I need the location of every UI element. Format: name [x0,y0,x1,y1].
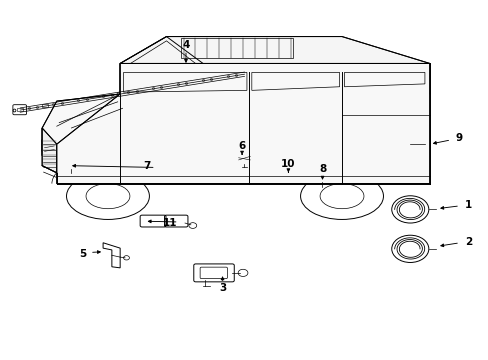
Polygon shape [57,63,429,184]
Text: 9: 9 [454,133,462,143]
Text: 8: 8 [318,164,325,174]
Polygon shape [42,128,57,173]
Text: 4: 4 [182,40,189,50]
Text: 1: 1 [464,200,471,210]
Text: 7: 7 [143,161,150,171]
Text: 6: 6 [238,140,245,150]
Polygon shape [120,37,429,94]
Text: 2: 2 [464,237,471,247]
Text: 3: 3 [219,283,226,293]
Polygon shape [42,92,205,151]
Text: 11: 11 [163,218,177,228]
Text: 5: 5 [79,248,86,258]
Text: 10: 10 [281,158,295,168]
